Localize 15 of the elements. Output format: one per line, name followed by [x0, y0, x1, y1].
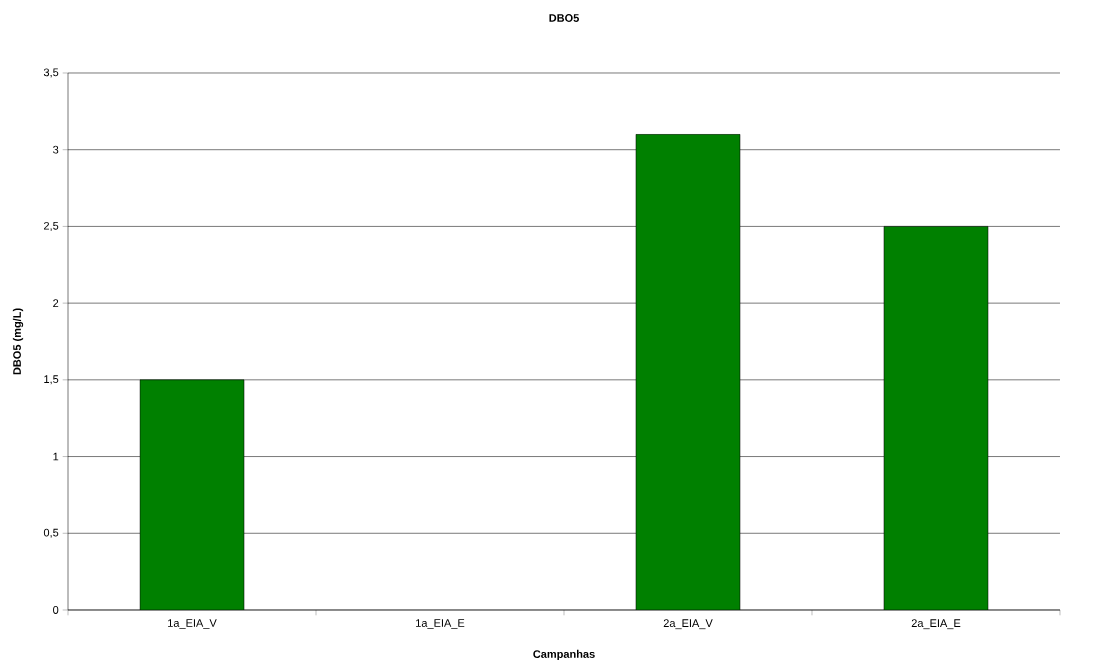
- y-tick-label: 1,5: [44, 375, 59, 385]
- y-tick-label: 0,5: [43, 528, 59, 538]
- y-tick-label: 2: [53, 299, 59, 307]
- x-tick-label: 1a_EIA_E: [416, 619, 465, 630]
- y-axis-title: DBO5 (mg/L): [12, 308, 24, 375]
- y-tick-label: 3,5: [43, 68, 59, 78]
- y-tick-label: 2,5: [44, 221, 59, 231]
- x-tick-label: 1a_EIA_V: [168, 619, 217, 630]
- y-tick-label: 0: [53, 606, 59, 614]
- chart-title: DBO5: [549, 14, 579, 22]
- x-tick-label: 2a_EIA_E: [911, 619, 961, 630]
- y-tick-label: 3: [53, 145, 59, 154]
- y-tick-label: 1: [53, 452, 59, 461]
- x-axis-title: Campanhas: [533, 649, 595, 661]
- x-tick-label: 2a_EIA_V: [663, 619, 713, 630]
